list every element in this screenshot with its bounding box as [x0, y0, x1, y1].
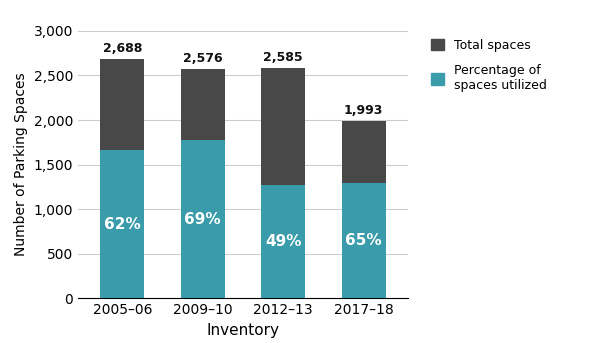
Bar: [341, 121, 386, 183]
Bar: [100, 59, 145, 150]
Bar: [181, 69, 225, 140]
Bar: [341, 183, 386, 298]
Text: 65%: 65%: [346, 233, 382, 248]
Text: 62%: 62%: [104, 216, 140, 232]
Bar: [100, 150, 145, 298]
Bar: [181, 140, 225, 298]
Text: 69%: 69%: [184, 212, 221, 227]
X-axis label: Inventory: Inventory: [206, 323, 280, 338]
Text: 1,993: 1,993: [344, 104, 383, 117]
Legend: Total spaces, Percentage of
spaces utilized: Total spaces, Percentage of spaces utili…: [426, 34, 551, 97]
Y-axis label: Number of Parking Spaces: Number of Parking Spaces: [14, 73, 28, 257]
Text: 2,688: 2,688: [103, 42, 142, 55]
Text: 49%: 49%: [265, 234, 301, 249]
Text: 2,576: 2,576: [183, 52, 223, 65]
Text: 2,585: 2,585: [263, 51, 303, 64]
Bar: [261, 186, 305, 298]
Bar: [261, 68, 305, 186]
